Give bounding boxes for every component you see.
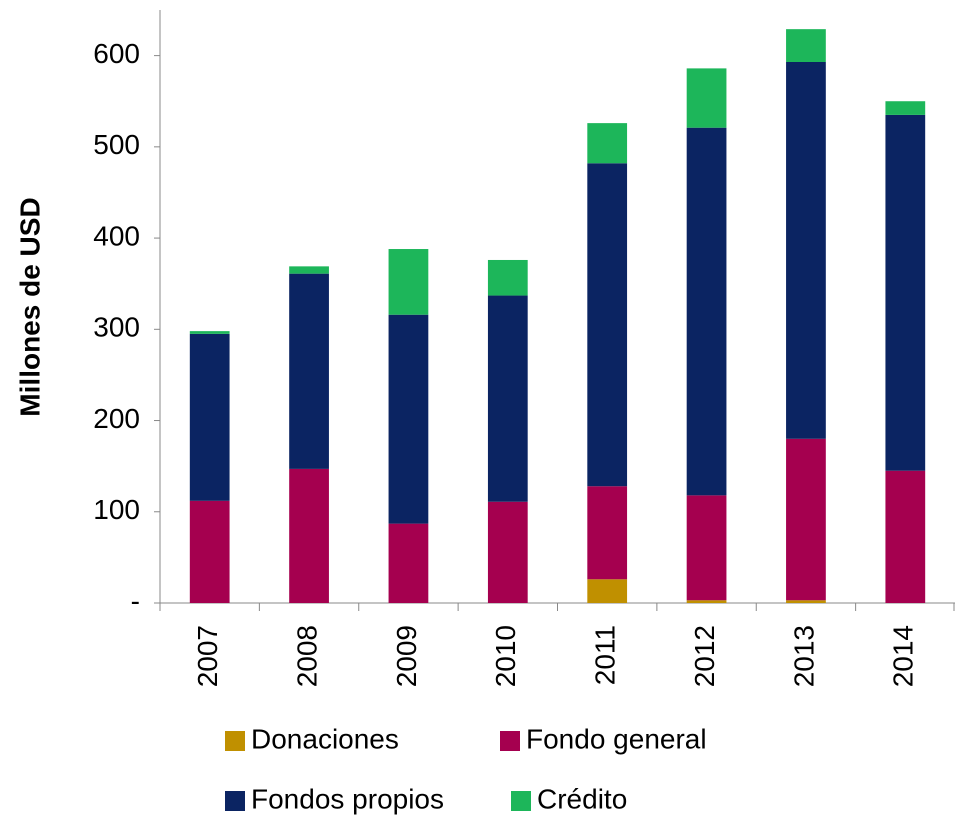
bar-segment bbox=[189, 500, 230, 603]
legend-swatch bbox=[500, 731, 520, 751]
y-axis-label: Millones de USD bbox=[14, 197, 45, 416]
legend-swatch bbox=[225, 791, 245, 811]
y-tick-label: 100 bbox=[93, 494, 140, 525]
bar-segment bbox=[388, 314, 429, 524]
bar-segment bbox=[686, 495, 727, 601]
legend-swatch bbox=[225, 731, 245, 751]
bar-segment bbox=[487, 259, 528, 296]
x-tick-label: 2008 bbox=[291, 625, 322, 687]
bar-segment bbox=[189, 333, 230, 501]
bar-segment bbox=[487, 295, 528, 502]
bar-segment bbox=[885, 470, 926, 603]
bar-segment bbox=[388, 249, 429, 315]
legend-label: Fondos propios bbox=[251, 783, 444, 814]
x-tick-label: 2014 bbox=[888, 625, 919, 687]
bar-segment bbox=[686, 68, 727, 128]
bar-segment bbox=[289, 468, 329, 603]
legend-swatch bbox=[511, 791, 531, 811]
x-tick-label: 2013 bbox=[788, 625, 819, 687]
bar-segment bbox=[388, 523, 429, 603]
bar-segment bbox=[786, 600, 826, 603]
y-tick-label: 400 bbox=[93, 220, 140, 251]
x-tick-label: 2011 bbox=[590, 625, 621, 685]
y-tick-label: 500 bbox=[93, 129, 140, 160]
bar-segment bbox=[786, 29, 826, 63]
x-tick-label: 2010 bbox=[490, 625, 521, 687]
bar-segment bbox=[885, 114, 926, 471]
legend-label: Crédito bbox=[537, 783, 627, 814]
y-tick-label: 300 bbox=[93, 312, 140, 343]
y-tick-label: - bbox=[131, 585, 140, 616]
bar-segment bbox=[686, 600, 727, 603]
x-tick-label: 2009 bbox=[391, 625, 422, 687]
bar-segment bbox=[885, 101, 926, 115]
bar-segment bbox=[587, 486, 628, 580]
bar-segment bbox=[587, 579, 628, 603]
bar-segment bbox=[686, 127, 727, 496]
bar-segment bbox=[487, 501, 528, 603]
bar-segment bbox=[289, 266, 329, 274]
bar-segment bbox=[786, 62, 826, 439]
y-tick-label: 200 bbox=[93, 403, 140, 434]
x-tick-label: 2012 bbox=[689, 625, 720, 687]
bar-segment bbox=[289, 273, 329, 469]
legend-label: Fondo general bbox=[526, 723, 707, 754]
y-tick-label: 600 bbox=[93, 38, 140, 69]
x-tick-label: 2007 bbox=[192, 625, 223, 687]
bar-segment bbox=[189, 331, 230, 334]
bar-segment bbox=[587, 123, 628, 164]
bar-segment bbox=[786, 438, 826, 601]
legend-label: Donaciones bbox=[251, 723, 399, 754]
bar-segment bbox=[587, 163, 628, 487]
